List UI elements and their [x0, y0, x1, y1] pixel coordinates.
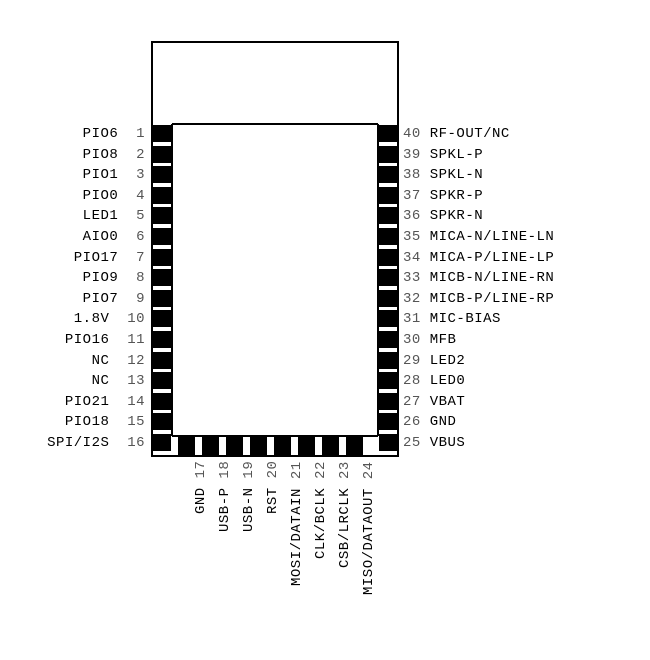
- pin-label-35: 35 MICA-N/LINE-LN: [403, 229, 554, 245]
- pin-36: [379, 207, 397, 224]
- pin-label-5: LED1 5: [0, 208, 145, 224]
- pin-34: [379, 249, 397, 266]
- pin-37: [379, 187, 397, 204]
- pin-label-39: 39 SPKL-P: [403, 147, 483, 163]
- pin-30: [379, 331, 397, 348]
- pin-label-7: PIO17 7: [0, 250, 145, 266]
- pin-39: [379, 146, 397, 163]
- pin-label-26: 26 GND: [403, 414, 456, 430]
- pin-label-2: PIO8 2: [0, 147, 145, 163]
- pin-11: [153, 331, 171, 348]
- pin-2: [153, 146, 171, 163]
- pin-label-38: 38 SPKL-N: [403, 167, 483, 183]
- pin-label-24: MISO/DATAOUT 24: [361, 461, 377, 595]
- pin-label-21: MOSI/DATAIN 21: [289, 461, 305, 586]
- pin-10: [153, 310, 171, 327]
- pin-40: [379, 125, 397, 142]
- pin-label-29: 29 LED2: [403, 353, 465, 369]
- pin-label-12: NC 12: [0, 353, 145, 369]
- pin-label-34: 34 MICA-P/LINE-LP: [403, 250, 554, 266]
- pin-24: [346, 437, 363, 455]
- pin-12: [153, 352, 171, 369]
- pin-35: [379, 228, 397, 245]
- package-outline: [0, 0, 650, 660]
- pin-15: [153, 413, 171, 430]
- pin-31: [379, 310, 397, 327]
- pin-label-33: 33 MICB-N/LINE-RN: [403, 270, 554, 286]
- pin-label-27: 27 VBAT: [403, 394, 465, 410]
- pin-label-19: USB-N 19: [241, 461, 257, 532]
- pin-label-4: PIO0 4: [0, 188, 145, 204]
- pin-18: [202, 437, 219, 455]
- pin-27: [379, 393, 397, 410]
- pin-33: [379, 269, 397, 286]
- pin-14: [153, 393, 171, 410]
- pin-8: [153, 269, 171, 286]
- pin-6: [153, 228, 171, 245]
- pin-label-37: 37 SPKR-P: [403, 188, 483, 204]
- pin-label-30: 30 MFB: [403, 332, 456, 348]
- pin-5: [153, 207, 171, 224]
- pin-label-28: 28 LED0: [403, 373, 465, 389]
- pin-9: [153, 290, 171, 307]
- pin-label-18: USB-P 18: [217, 461, 233, 532]
- pin-label-25: 25 VBUS: [403, 435, 465, 451]
- pin-label-14: PIO21 14: [0, 394, 145, 410]
- pin-17: [178, 437, 195, 455]
- pin-25: [379, 434, 397, 451]
- pin-13: [153, 372, 171, 389]
- pinout-diagram: PIO6 1 PIO8 2 PIO1 3 PIO0 4 LED1 5 AIO0 6 PIO1…: [0, 0, 650, 660]
- pin-19: [226, 437, 243, 455]
- pin-label-9: PIO7 9: [0, 291, 145, 307]
- pin-3: [153, 166, 171, 183]
- pin-label-31: 31 MIC-BIAS: [403, 311, 501, 327]
- pin-23: [322, 437, 339, 455]
- pin-28: [379, 372, 397, 389]
- pin-38: [379, 166, 397, 183]
- pin-label-8: PIO9 8: [0, 270, 145, 286]
- pin-21: [274, 437, 291, 455]
- pin-26: [379, 413, 397, 430]
- pin-label-6: AIO0 6: [0, 229, 145, 245]
- pin-label-16: SPI/I2S 16: [0, 435, 145, 451]
- pin-label-1: PIO6 1: [0, 126, 145, 142]
- pin-label-23: CSB/LRCLK 23: [337, 461, 353, 568]
- pin-29: [379, 352, 397, 369]
- pin-22: [298, 437, 315, 455]
- pin-label-13: NC 13: [0, 373, 145, 389]
- pin-1: [153, 125, 171, 142]
- pin-16: [153, 434, 171, 451]
- pin-20: [250, 437, 267, 455]
- pin-label-17: GND 17: [193, 461, 209, 514]
- pin-4: [153, 187, 171, 204]
- pin-label-20: RST 20: [265, 461, 281, 514]
- pin-32: [379, 290, 397, 307]
- pin-label-40: 40 RF-OUT/NC: [403, 126, 510, 142]
- pin-label-36: 36 SPKR-N: [403, 208, 483, 224]
- pin-label-32: 32 MICB-P/LINE-RP: [403, 291, 554, 307]
- pin-label-10: 1.8V 10: [0, 311, 145, 327]
- pin-label-11: PIO16 11: [0, 332, 145, 348]
- pin-label-22: CLK/BCLK 22: [313, 461, 329, 559]
- pin-label-3: PIO1 3: [0, 167, 145, 183]
- pin-7: [153, 249, 171, 266]
- pin-label-15: PIO18 15: [0, 414, 145, 430]
